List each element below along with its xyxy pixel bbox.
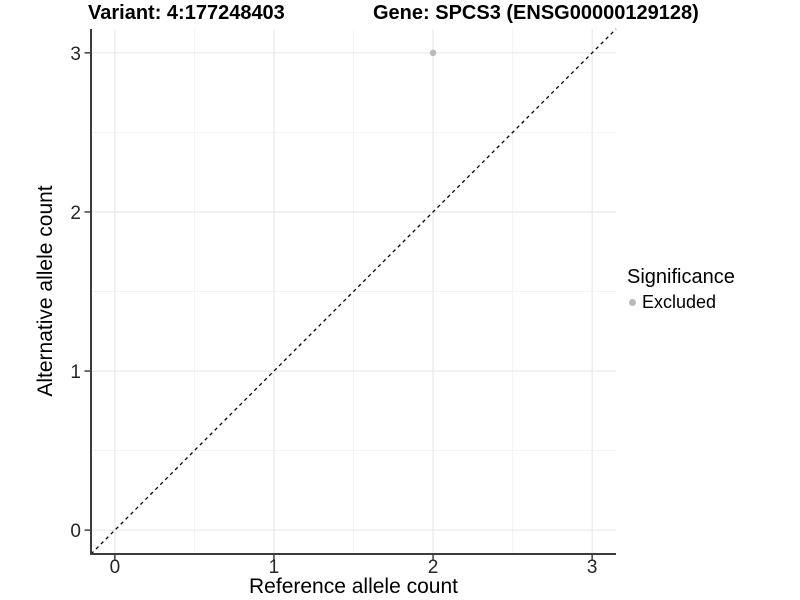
x-tick-label: 2 bbox=[428, 557, 439, 578]
y-tick-label: 1 bbox=[70, 362, 81, 383]
identity-reference-line-group bbox=[90, 28, 617, 555]
major-gridlines bbox=[91, 29, 616, 554]
y-tick-label: 2 bbox=[70, 203, 81, 224]
identity-dashed-line bbox=[90, 28, 617, 555]
minor-gridlines bbox=[91, 29, 616, 554]
axis-tick-marks bbox=[84, 52, 593, 561]
legend-item: Excluded bbox=[627, 291, 735, 313]
data-point bbox=[429, 49, 437, 57]
axis-tick-labels: 0 1 2 3 0 1 2 3 bbox=[70, 44, 597, 578]
axis-lines bbox=[90, 29, 616, 555]
y-tick-label: 3 bbox=[70, 44, 81, 65]
legend-item-label: Excluded bbox=[642, 291, 717, 312]
legend-point-swatch bbox=[629, 298, 636, 306]
y-axis-title: Alternative allele count bbox=[34, 185, 57, 397]
legend-items: Excluded bbox=[627, 291, 735, 313]
legend: Significance Excluded bbox=[627, 266, 735, 313]
legend-title: Significance bbox=[627, 266, 735, 288]
x-axis-title: Reference allele count bbox=[249, 575, 458, 598]
gene-title: Gene: SPCS3 (ENSG00000129128) bbox=[373, 2, 699, 24]
x-tick-label: 0 bbox=[110, 557, 121, 578]
y-tick-label: 0 bbox=[70, 521, 81, 542]
x-tick-label: 3 bbox=[587, 557, 598, 578]
variant-title: Variant: 4:177248403 bbox=[88, 2, 285, 24]
data-points bbox=[429, 49, 437, 57]
x-tick-label: 1 bbox=[269, 557, 280, 578]
